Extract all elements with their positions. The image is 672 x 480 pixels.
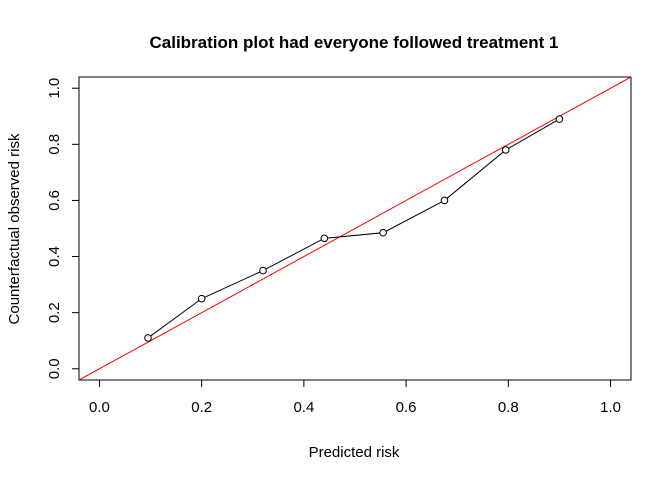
y-tick-label: 1.0 [46,78,63,99]
calibration-point [320,234,329,243]
calibration-point [197,294,206,303]
chart-title: Calibration plot had everyone followed t… [149,33,558,52]
y-axis: 0.0 0.2 0.4 0.6 0.8 1.0 [46,78,80,379]
calibration-point [379,228,387,237]
calibration-point [440,196,449,205]
y-tick-label: 0.2 [46,302,63,323]
y-tick-label: 0.6 [46,190,63,211]
calibration-point [555,115,564,123]
calibration-point [144,334,152,342]
y-tick-label: 0.8 [46,134,63,155]
reference-line [79,77,631,380]
x-tick-label: 1.0 [600,399,621,416]
calibration-point [501,146,510,154]
calibration-point [259,266,267,275]
x-tick-label: 0.4 [293,399,314,416]
x-tick-label: 0.0 [89,399,110,416]
x-axis: 0.0 0.2 0.4 0.6 0.8 1.0 [89,379,621,416]
x-tick-label: 0.8 [498,399,519,416]
plot-area [79,77,631,380]
y-tick-label: 0.4 [46,246,63,267]
y-tick-label: 0.0 [46,358,63,379]
x-tick-label: 0.6 [396,399,417,416]
x-axis-label: Predicted risk [309,444,400,461]
calibration-line [147,118,560,339]
y-axis-label: Counterfactual observed risk [6,133,23,324]
x-tick-label: 0.2 [191,399,212,416]
